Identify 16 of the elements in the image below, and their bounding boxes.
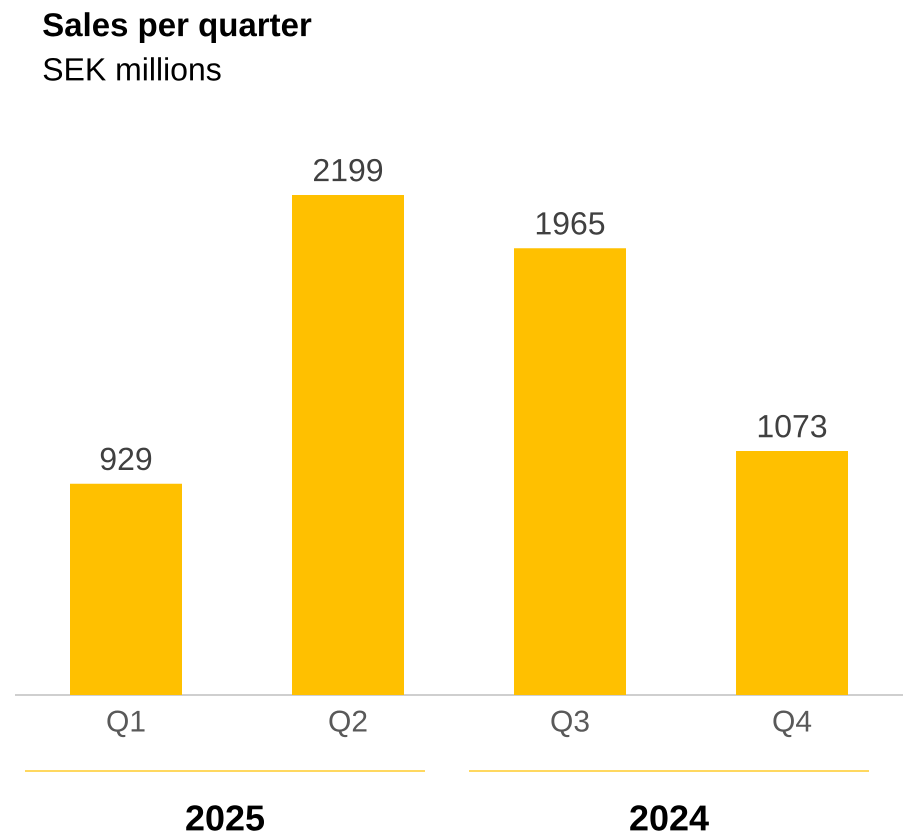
bar <box>70 484 182 696</box>
chart-subtitle: SEK millions <box>44 57 221 81</box>
bar <box>514 248 626 696</box>
x-tick-label: Q3 <box>551 710 589 738</box>
chart-title: Sales per quarter <box>43 12 312 43</box>
data-label: 1073 <box>758 414 826 438</box>
x-tick-label: Q2 <box>329 710 367 738</box>
bar <box>736 451 848 696</box>
data-label: 929 <box>100 448 152 470</box>
bar <box>292 195 404 696</box>
text: 2025 <box>186 805 264 831</box>
data-label: 2199 <box>314 158 382 182</box>
data-label: 1965 <box>536 212 604 235</box>
x-tick-label: Q4 <box>773 710 812 738</box>
x-tick-label: Q1 <box>107 710 145 738</box>
text: 2024 <box>630 805 709 831</box>
